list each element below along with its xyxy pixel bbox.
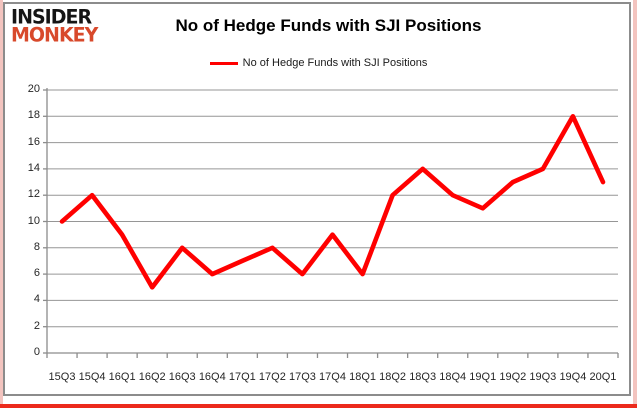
- legend-line-swatch: [209, 61, 238, 65]
- logo-text-insider: INSIDER: [11, 5, 92, 29]
- y-tick-label: 0: [33, 346, 40, 358]
- chart-frame: [3, 2, 631, 396]
- insider-monkey-logo: INSIDER MONKEY: [11, 5, 98, 48]
- x-tick-label: 17Q2: [258, 371, 286, 383]
- x-tick-label: 18Q2: [379, 371, 407, 383]
- y-tick-label: 10: [27, 214, 40, 227]
- logo-text-monkey: MONKEY: [11, 24, 98, 48]
- x-tick-label: 17Q4: [319, 371, 346, 383]
- legend-label: No of Hedge Funds with SJI Positions: [242, 57, 428, 69]
- x-tick-label: 17Q3: [288, 371, 316, 383]
- y-tick-label: 8: [33, 240, 40, 253]
- legend: No of Hedge Funds with SJI Positions: [0, 57, 637, 69]
- x-tick-label: 16Q3: [168, 371, 196, 383]
- right-border-accent: [633, 0, 637, 408]
- chart-title: No of Hedge Funds with SJI Positions: [175, 16, 482, 35]
- x-tick-label: 18Q1: [349, 371, 376, 383]
- x-tick-label: 15Q3: [48, 371, 76, 383]
- x-tick-label: 19Q1: [469, 371, 497, 383]
- x-tick-label: 19Q2: [499, 371, 527, 383]
- y-tick-label: 12: [27, 188, 40, 201]
- y-tick-label: 14: [27, 161, 40, 174]
- y-tick-label: 2: [33, 319, 40, 332]
- series-line: [59, 114, 606, 290]
- y-tick-label: 6: [33, 267, 40, 280]
- x-tick-label: 20Q1: [589, 371, 617, 383]
- x-tick-label: 16Q2: [138, 371, 166, 383]
- x-tick-label: 16Q4: [198, 371, 226, 383]
- y-tick-label: 4: [33, 293, 40, 306]
- bottom-border-accent: [0, 404, 637, 408]
- y-tick-label: 16: [27, 135, 40, 148]
- left-border-accent: [0, 0, 3, 408]
- x-tick-label: 18Q4: [439, 371, 467, 383]
- y-tick-label: 20: [27, 83, 40, 95]
- x-tick-label: 18Q3: [409, 371, 437, 383]
- x-tick-label: 16Q1: [108, 371, 136, 383]
- x-tick-label: 15Q4: [78, 371, 106, 383]
- x-tick-label: 17Q1: [228, 371, 256, 383]
- x-tick-label: 19Q3: [529, 371, 557, 383]
- y-tick-label: 18: [27, 109, 40, 122]
- x-tick-label: 19Q4: [559, 371, 587, 383]
